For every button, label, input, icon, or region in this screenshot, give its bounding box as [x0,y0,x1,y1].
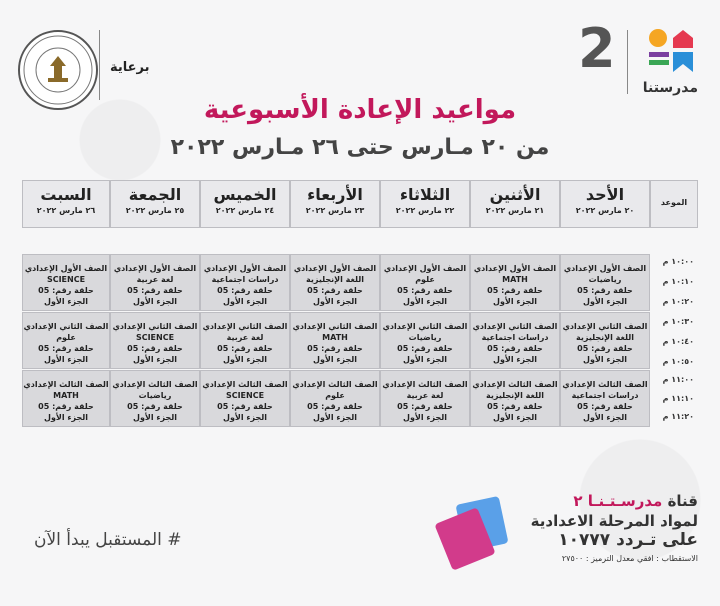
day-header-monday: الأثنين ٢١ مارس ٢٠٢٢ [470,180,560,228]
lesson-cell: الصف الثاني الإعدادي رياضيات حلقة رقم: 05 ا… [380,312,470,369]
channel-name: مدرسـتـنـا ٢ [573,492,663,510]
time-slot: ١١:١٠ م [662,394,694,403]
lesson-cell: الصف الأول الإعدادي MATH حلقة رقم: 05 الجزء… [470,254,560,311]
lesson-cell: الصف الثاني الإعدادي اللغة الإنجليزية حلقة… [560,312,650,369]
lesson-cell: الصف الأول الإعدادي دراسات اجتماعية حلقة ر… [200,254,290,311]
channel-polarization: الاستقطاب : افقي معدل الترميز : ٢٧٥٠٠ [561,554,698,563]
lesson-cell: الصف الثالث الإعدادي رياضيات حلقة رقم: 05 ا… [110,370,200,427]
time-header-label: الموعد [660,198,688,207]
day-header-friday: الجمعة ٢٥ مارس ٢٠٢٢ [110,180,200,228]
day-date: ٢٦ مارس ٢٠٢٢ [36,206,96,215]
channel-frequency: على تـردد ١٠٧٧٧ [558,530,698,550]
brand-divider [627,30,628,94]
sponsor-label: برعاية [110,60,150,75]
day-name: الأحد [585,185,625,204]
lesson-cell: الصف الأول الإعدادي لغة عربية حلقة رقم: 05… [110,254,200,311]
lesson-cell: الصف الثاني الإعدادي MATH حلقة رقم: 05 الجز… [290,312,380,369]
lesson-cell: الصف الثالث الإعدادي اللغة الإنجليزية حلقة… [470,370,560,427]
channel-number: 2 [578,17,616,80]
lesson-cell: الصف الثاني الإعدادي دراسات اجتماعية حلقة … [470,312,560,369]
lesson-cell: الصف الأول الإعدادي SCIENCE حلقة رقم: 05 ال… [22,254,110,311]
day-date: ٢١ مارس ٢٠٢٢ [485,206,545,215]
lesson-cell: الصف الثاني الإعدادي لغة عربية حلقة رقم: 0… [200,312,290,369]
channel-prefix: قناة [667,492,698,510]
time-slot: ١٠:٤٠ م [662,337,694,346]
day-name: الأربعاء [307,185,363,204]
day-header-saturday: السبت ٢٦ مارس ٢٠٢٢ [22,180,110,228]
lesson-cell: الصف الثالث الإعدادي SCIENCE حلقة رقم: 05 ا… [200,370,290,427]
lesson-cell: الصف الثالث الإعدادي لغة عربية حلقة رقم: 0… [380,370,470,427]
lesson-cell: الصف الثالث الإعدادي دراسات اجتماعية حلقة … [560,370,650,427]
day-name: الجمعة [128,185,182,204]
day-header-thursday: الخميس ٢٤ مارس ٢٠٢٢ [200,180,290,228]
time-slot: ١٠:٠٠ م [662,257,694,266]
lesson-cell: الصف الثاني الإعدادي علوم حلقة رقم: 05 الجز… [22,312,110,369]
lesson-cell: الصف الثاني الإعدادي SCIENCE حلقة رقم: 05 ا… [110,312,200,369]
ministry-seal-icon [18,30,98,110]
lesson-cell: الصف الثالث الإعدادي علوم حلقة رقم: 05 الجز… [290,370,380,427]
time-slot: ١١:٠٠ م [662,375,694,384]
page-title: مواعيد الإعادة الأسبوعية [203,95,517,125]
day-name: الخميس [213,185,277,204]
day-name: الثلاثاء [399,185,451,204]
lesson-cell: الصف الأول الإعدادي رياضيات حلقة رقم: 05 ال… [560,254,650,311]
date-range-subtitle: من ٢٠ مـارس حتى ٢٦ مـارس ٢٠٢٢ [170,135,550,160]
lesson-cell: الصف الثالث الإعدادي MATH حلقة رقم: 05 الجز… [22,370,110,427]
time-header-cell: الموعد [650,180,698,228]
time-slot: ١٠:٥٠ م [662,357,694,366]
channel-line: قناة مدرسـتـنـا ٢ [531,492,698,510]
day-name: الأثنين [489,185,541,204]
lesson-cell: الصف الأول الإعدادي علوم حلقة رقم: 05 الجزء… [380,254,470,311]
time-slot: ١٠:١٠ م [662,277,694,286]
header-divider [99,30,100,100]
brand-name: مدرستنا [642,80,698,96]
day-date: ٢٤ مارس ٢٠٢٢ [215,206,275,215]
lesson-cell: الصف الأول الإعدادي اللغة الإنجليزية حلقة … [290,254,380,311]
channel-info: قناة مدرسـتـنـا ٢ لمواد المرحلة الاعدادي… [531,492,698,563]
day-date: ٢٠ مارس ٢٠٢٢ [575,206,635,215]
day-header-tuesday: الثلاثاء ٢٢ مارس ٢٠٢٢ [380,180,470,228]
madrasetna-logo-icon [643,28,698,98]
time-slot: ١١:٢٠ م [662,412,694,421]
hashtag-slogan: # المستقبل يبدأ الآن [34,530,182,550]
day-date: ٢٣ مارس ٢٠٢٢ [305,206,365,215]
channel-subject-line: لمواد المرحلة الاعدادية [530,512,698,530]
time-slot: ١٠:٣٠ م [662,317,694,326]
day-name: السبت [40,185,92,204]
day-date: ٢٢ مارس ٢٠٢٢ [395,206,455,215]
day-header-sunday: الأحد ٢٠ مارس ٢٠٢٢ [560,180,650,228]
time-slot: ١٠:٢٠ م [662,297,694,306]
folders-icon [434,495,509,571]
day-date: ٢٥ مارس ٢٠٢٢ [125,206,185,215]
ministry-logo [18,30,98,110]
day-header-wednesday: الأربعاء ٢٣ مارس ٢٠٢٢ [290,180,380,228]
